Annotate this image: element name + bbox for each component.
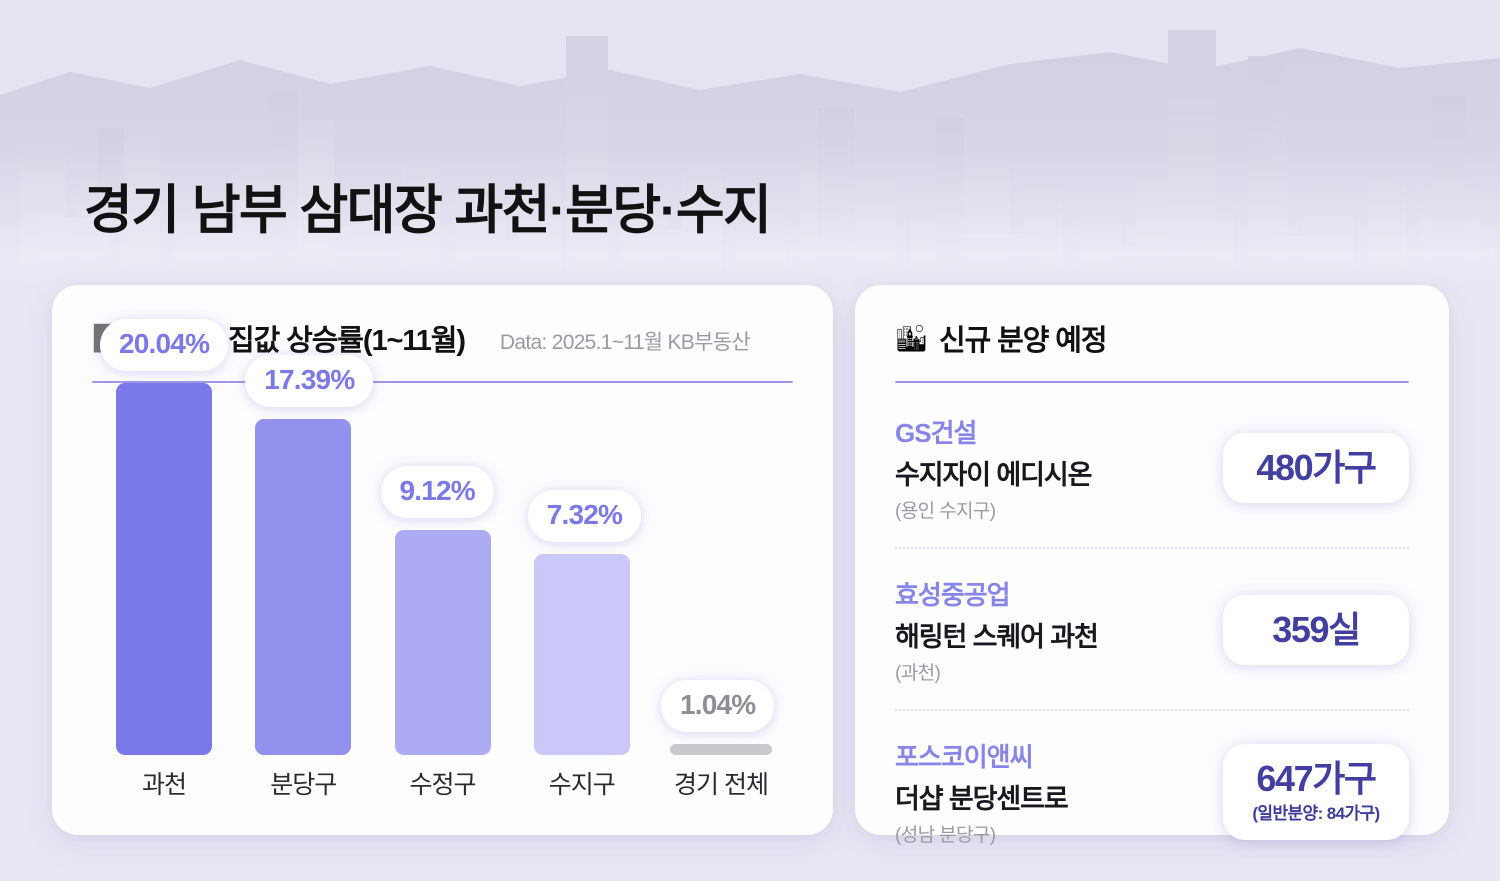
buildings-icon: 🏙 xyxy=(895,323,929,353)
badge-unit-count: 647가구 xyxy=(1256,757,1377,799)
supply-unit-badge: 359실 xyxy=(1223,595,1409,665)
bar-column: 20.04% xyxy=(100,319,229,755)
x-axis-label: 수지구 xyxy=(548,771,616,799)
bar-column: 1.04% xyxy=(661,383,777,755)
badge-general-supply: (일반분양: 84가구) xyxy=(1252,804,1380,824)
supply-location: (용인 수지구) xyxy=(895,501,996,522)
bar xyxy=(255,419,352,755)
supply-unit-badge: 647가구 (일반분양: 84가구) xyxy=(1223,743,1409,841)
supply-builder: 효성중공업 xyxy=(895,580,1011,610)
page-title: 경기 남부 삼대장 과천·분당·수지 xyxy=(84,181,772,240)
bar-value-label: 7.32% xyxy=(527,490,642,542)
bar-chart: 20.04% 17.39% 9.12% 7.32% 1.04% 과천 분당구 수정구 수지구 경… xyxy=(92,319,793,803)
bar-column: 7.32% xyxy=(526,383,642,755)
x-axis-label: 과천 xyxy=(141,771,187,799)
bar-column: 17.39% xyxy=(245,355,374,755)
badge-unit-count: 480가구 xyxy=(1256,447,1377,489)
chart-data-source: Data: 2025.1~11월 KB부동산 xyxy=(499,330,751,354)
supply-builder: 포스코이앤씨 xyxy=(895,742,1034,772)
bar xyxy=(394,530,491,755)
supply-card-title: 신규 분양 예정 xyxy=(939,325,1108,357)
x-axis-label: 수정구 xyxy=(409,771,476,799)
badge-unit-count: 359실 xyxy=(1272,609,1361,651)
bar-group: 20.04% 17.39% 9.12% 7.32% 1.04% xyxy=(92,319,793,755)
bar xyxy=(116,383,212,755)
x-axis-label: 분당구 xyxy=(270,771,337,799)
x-axis-labels: 과천 분당구 수정구 수지구 경기 전체 xyxy=(92,765,793,801)
bar xyxy=(533,554,630,755)
supply-project-name: 수지자이 에디시온 xyxy=(895,460,1092,490)
supply-project-name: 더샵 분당센트로 xyxy=(895,784,1069,814)
bar-value-label: 1.04% xyxy=(661,680,775,732)
supply-location: (성남 분당구) xyxy=(895,825,996,846)
chart-header-divider xyxy=(92,381,793,383)
bar-column: 9.12% xyxy=(380,383,499,755)
supply-unit-badge: 480가구 xyxy=(1223,433,1409,503)
supply-project-name: 해링턴 스퀘어 과천 xyxy=(895,622,1099,652)
supply-header-divider xyxy=(895,381,1409,383)
supply-location: (과천) xyxy=(895,663,941,684)
bar-value-label: 9.12% xyxy=(380,466,494,518)
bar-value-label: 20.04% xyxy=(100,319,229,371)
supply-builder: GS건설 xyxy=(895,418,977,448)
x-axis-label: 경기 전체 xyxy=(674,771,769,799)
bar xyxy=(670,744,772,755)
price-growth-card: 📊 2025년 집값 상승률(1~11월) Data: 2025.1~11월 K… xyxy=(52,285,833,835)
bar-value-label: 17.39% xyxy=(245,355,374,407)
supply-card-header: 🏙 신규 분양 예정 xyxy=(855,285,1449,359)
